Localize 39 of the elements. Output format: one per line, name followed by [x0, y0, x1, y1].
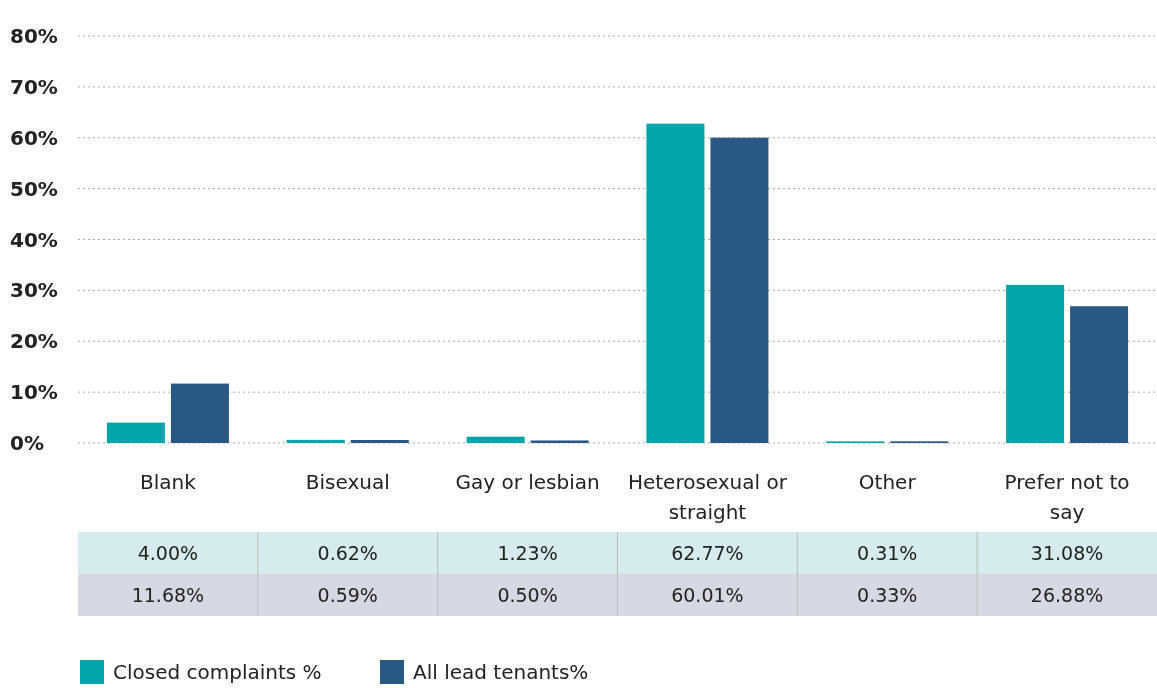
y-tick-label: 40%: [10, 227, 58, 252]
y-tick-label: 0%: [10, 431, 44, 455]
y-tick-label: 60%: [10, 125, 58, 150]
y-tick-label: 80%: [10, 24, 58, 48]
data-label: 60.01%: [671, 583, 744, 606]
data-label: 0.33%: [857, 583, 918, 606]
bar: [530, 440, 589, 443]
x-tick-label: Blank: [140, 470, 197, 494]
bar: [106, 422, 165, 443]
y-tick-label: 70%: [10, 74, 58, 99]
y-tick-label: 50%: [10, 176, 58, 201]
x-tick-label: Bisexual: [305, 470, 390, 494]
data-label: 0.62%: [317, 541, 378, 564]
y-tick-label: 10%: [10, 380, 58, 405]
data-label: 1.23%: [497, 541, 558, 564]
bar: [350, 440, 409, 443]
data-label: 26.88%: [1030, 583, 1104, 606]
bar: [466, 436, 525, 443]
y-tick-label: 20%: [10, 329, 58, 354]
data-label: 4.00%: [137, 541, 199, 564]
data-label: 31.08%: [1030, 541, 1104, 564]
x-tick-label: Prefer not to say: [1004, 470, 1130, 524]
x-tick-label: Heterosexual or straight: [627, 470, 788, 524]
data-label: 62.77%: [671, 541, 744, 564]
data-label: 11.68%: [131, 583, 205, 606]
x-tick-label: Gay or lesbian: [455, 470, 600, 494]
bar: [286, 439, 345, 443]
legend-label: Closed complaints %: [113, 660, 322, 684]
data-label: 0.59%: [317, 583, 378, 606]
y-tick-label: 30%: [10, 278, 58, 303]
data-label: 0.50%: [497, 583, 558, 606]
bar: [1006, 284, 1065, 443]
data-label: 0.31%: [857, 541, 918, 564]
bar: [646, 123, 705, 443]
bar: [1070, 306, 1129, 443]
bar: [710, 137, 769, 443]
x-tick-label: Other: [858, 470, 917, 494]
legend-label: All lead tenants%: [413, 660, 589, 684]
bar: [170, 383, 229, 443]
